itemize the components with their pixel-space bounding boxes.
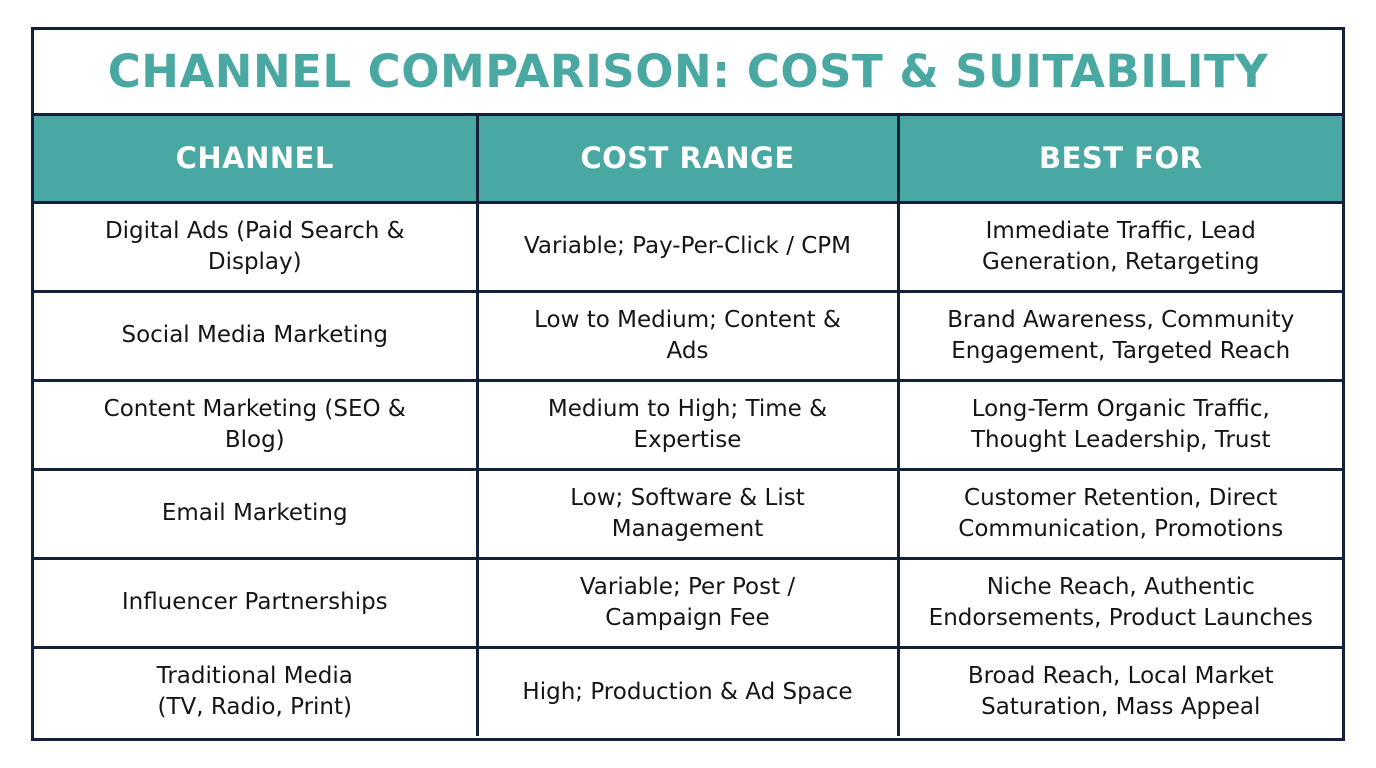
cost-range-cell-line: Ads: [666, 337, 709, 364]
comparison-table-frame: CHANNEL COMPARISON: COST & SUITABILITY C…: [31, 27, 1345, 741]
cost-range-cell: Variable; Per Post / Campaign Fee: [475, 556, 898, 647]
best-for-cell: Long-Term Organic Traffic, Thought Leader…: [896, 378, 1342, 469]
cost-range-cell: Low; Software & List Management: [475, 467, 898, 558]
best-for-cell-line: Saturation, Mass Appeal: [981, 694, 1261, 721]
best-for-cell: Niche Reach, Authentic Endorsements, Prod…: [896, 556, 1342, 647]
channel-cell: Email Marketing: [34, 467, 477, 558]
channel-cell-line: Email Marketing: [161, 500, 348, 526]
table-row: Influencer Partnerships Variable; Per Pos…: [34, 556, 1342, 647]
best-for-cell-line: Broad Reach, Local Market: [967, 663, 1274, 690]
best-for-cell-line: Communication, Promotions: [958, 515, 1284, 542]
best-for-cell-line: Generation, Retargeting: [981, 248, 1260, 275]
column-header-channel: CHANNEL: [34, 116, 477, 204]
table-row: Content Marketing (SEO & Blog) Medium to H…: [34, 378, 1342, 469]
title-bar: CHANNEL COMPARISON: COST & SUITABILITY: [34, 30, 1342, 116]
cost-range-cell-line: Management: [611, 515, 764, 542]
best-for-cell: Immediate Traffic, Lead Generation, Retar…: [896, 202, 1342, 291]
channel-cell: Traditional Media (TV, Radio, Print): [34, 645, 477, 736]
best-for-cell-line: Endorsements, Product Launches: [928, 604, 1313, 631]
cost-range-cell-line: Variable; Pay-Per-Click / CPM: [523, 233, 852, 259]
table-body: Digital Ads (Paid Search & Display) Variab…: [34, 202, 1342, 736]
channel-cell: Content Marketing (SEO & Blog): [34, 378, 477, 469]
channel-cell: Influencer Partnerships: [34, 556, 477, 647]
best-for-cell-line: Long-Term Organic Traffic,: [971, 395, 1270, 422]
best-for-cell: Brand Awareness, Community Engagement, Ta…: [896, 289, 1342, 380]
channel-cell-line: Social Media Marketing: [121, 322, 389, 348]
channel-cell-line: Digital Ads (Paid Search &: [104, 217, 405, 244]
header-row: CHANNEL COST RANGE BEST FOR: [34, 116, 1342, 204]
channel-cell-line: Display): [207, 248, 302, 275]
cost-range-cell-line: Campaign Fee: [605, 604, 770, 631]
cost-range-cell: Medium to High; Time & Expertise: [475, 378, 898, 469]
best-for-cell-line: Thought Leadership, Trust: [970, 426, 1271, 453]
table-row: Social Media Marketing Low to Medium; Con…: [34, 289, 1342, 380]
best-for-cell-line: Niche Reach, Authentic: [986, 573, 1255, 600]
channel-cell-line: Blog): [224, 426, 285, 453]
cost-range-cell: High; Production & Ad Space: [475, 645, 898, 736]
best-for-cell-line: Brand Awareness, Community: [947, 306, 1295, 333]
cost-range-cell-line: Low; Software & List: [570, 484, 805, 511]
table-row: Email Marketing Low; Software & List Manag…: [34, 467, 1342, 558]
best-for-cell: Broad Reach, Local Market Saturation, Mas…: [896, 645, 1342, 736]
cost-range-cell: Variable; Pay-Per-Click / CPM: [475, 202, 898, 291]
best-for-cell-line: Immediate Traffic, Lead: [985, 217, 1256, 244]
table-row: Digital Ads (Paid Search & Display) Variab…: [34, 202, 1342, 291]
comparison-table: CHANNEL COST RANGE BEST FOR Digital Ads …: [34, 116, 1342, 736]
page-title: CHANNEL COMPARISON: COST & SUITABILITY: [107, 45, 1269, 98]
cost-range-cell-line: Low to Medium; Content &: [534, 306, 841, 333]
column-header-cost-range: COST RANGE: [475, 116, 898, 204]
best-for-cell-line: Engagement, Targeted Reach: [951, 337, 1291, 364]
cost-range-cell-line: Expertise: [633, 426, 742, 453]
channel-cell-line: Influencer Partnerships: [121, 589, 388, 615]
best-for-cell-line: Customer Retention, Direct: [964, 484, 1278, 511]
channel-cell: Social Media Marketing: [34, 289, 477, 380]
channel-cell-line: (TV, Radio, Print): [157, 694, 352, 721]
channel-cell-line: Content Marketing (SEO &: [103, 395, 406, 422]
table-header: CHANNEL COST RANGE BEST FOR: [34, 116, 1342, 204]
best-for-cell: Customer Retention, Direct Communication,…: [896, 467, 1342, 558]
column-header-best-for: BEST FOR: [896, 116, 1342, 204]
cost-range-cell-line: Variable; Per Post /: [579, 573, 796, 600]
channel-cell-line: Traditional Media: [156, 663, 353, 690]
channel-cell: Digital Ads (Paid Search & Display): [34, 202, 477, 291]
cost-range-cell: Low to Medium; Content & Ads: [475, 289, 898, 380]
cost-range-cell-line: Medium to High; Time &: [547, 395, 828, 422]
cost-range-cell-line: High; Production & Ad Space: [522, 678, 853, 705]
table-row: Traditional Media (TV, Radio, Print) High;…: [34, 645, 1342, 736]
